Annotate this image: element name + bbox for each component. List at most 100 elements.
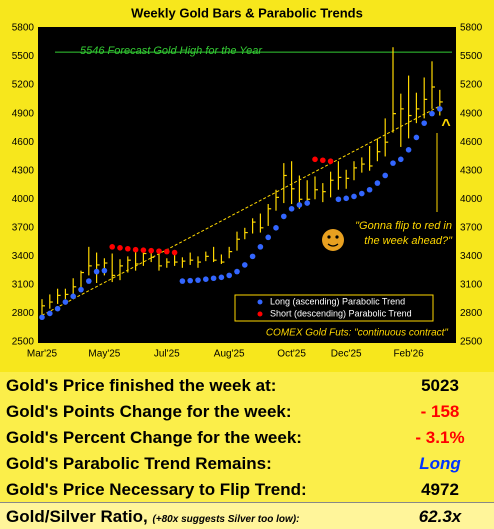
parabolic-dot (312, 156, 318, 163)
y-tick-label-right: 2500 (460, 337, 483, 348)
annotation: "Gonna flip to red in (355, 220, 452, 232)
table-row: Gold's Parabolic Trend Remains: Long (0, 450, 494, 476)
parabolic-dot (320, 157, 326, 164)
caret: ^ (441, 117, 450, 134)
y-tick-label-right: 5800 (460, 23, 483, 34)
forecast-label: 5546 Forecast Gold High for the Year (80, 45, 263, 57)
row-value: 4972 (421, 480, 459, 499)
parabolic-dot (148, 247, 154, 254)
parabolic-dot (210, 275, 217, 282)
table-row: Gold's Price Necessary to Flip Trend: 497… (0, 476, 494, 502)
legend-label: Long (ascending) Parabolic Trend (270, 296, 405, 306)
parabolic-dot (273, 225, 279, 231)
parabolic-dot (203, 276, 209, 283)
parabolic-dot (39, 314, 45, 321)
parabolic-dot (398, 156, 404, 163)
plot-area (38, 27, 456, 343)
y-tick-label-right: 4900 (460, 108, 483, 119)
parabolic-dot (54, 305, 61, 312)
y-tick-label-right: 3400 (460, 251, 483, 262)
row-label: Gold's Price finished the week at: (6, 376, 276, 396)
x-tick-label: Aug'25 (214, 349, 245, 360)
y-tick-label: 2800 (12, 308, 35, 319)
parabolic-dot (187, 277, 193, 284)
y-tick-label-right: 4600 (460, 137, 483, 148)
chart-title: Weekly Gold Bars & Parabolic Trends (131, 5, 363, 20)
row-label-text: Gold's Price finished the week at: (6, 376, 277, 395)
smiley-icon (322, 229, 344, 251)
row-label-text: Gold's Percent Change for the week: (6, 428, 302, 447)
parabolic-dot (171, 249, 178, 256)
parabolic-dot (226, 272, 232, 279)
parabolic-dot (101, 267, 108, 274)
row-value: Long (419, 454, 461, 473)
chart: Weekly Gold Bars & Parabolic Trends ^ 25… (12, 5, 483, 360)
annotation: the week ahead?" (364, 235, 453, 247)
y-tick-label-right: 5500 (460, 51, 483, 62)
x-tick-label: May'25 (88, 349, 120, 360)
y-tick-label: 3100 (12, 280, 35, 291)
parabolic-dot (421, 120, 428, 126)
x-tick-label: Oct'25 (277, 349, 306, 360)
x-tick-label: Jul'25 (154, 349, 180, 360)
y-tick-label-right: 5200 (460, 80, 483, 91)
parabolic-dot (288, 205, 295, 212)
parabolic-dot (249, 253, 256, 260)
parabolic-dot (359, 190, 365, 197)
parabolic-dot (78, 286, 84, 293)
parabolic-dot (242, 262, 248, 268)
y-tick-label: 4300 (12, 165, 35, 176)
row-label-text: Gold's Parabolic Trend Remains: (6, 454, 272, 473)
row-label: Gold's Points Change for the week: (6, 402, 292, 422)
row-label: Gold's Price Necessary to Flip Trend: (6, 480, 307, 500)
parabolic-dot (234, 268, 240, 275)
table-row: Gold's Price finished the week at: 5023 (0, 372, 494, 398)
parabolic-dot (265, 234, 272, 241)
y-tick-label: 3700 (12, 222, 35, 233)
legend-label: Short (descending) Parabolic Trend (270, 308, 412, 318)
legend-marker (257, 299, 263, 305)
row-value: - 158 (420, 402, 460, 421)
y-tick-label-right: 4000 (460, 194, 483, 205)
parabolic-dot (343, 195, 350, 202)
x-tick-label: Feb'26 (393, 349, 424, 360)
parabolic-dot (366, 186, 373, 193)
parabolic-dot (374, 180, 381, 186)
legend-box (234, 294, 434, 322)
y-tick-label: 4000 (12, 194, 35, 205)
row-label: Gold's Percent Change for the week: (6, 428, 302, 448)
parabolic-dot (296, 202, 303, 208)
row-note: (+80x suggests Silver too low): (152, 514, 300, 525)
y-tick-label-right: 4300 (460, 165, 483, 176)
row-value: 62.3x (418, 507, 462, 526)
y-tick-label: 5500 (12, 51, 35, 62)
parabolic-dot (405, 146, 412, 153)
y-tick-label-right: 3100 (460, 280, 483, 291)
stats-table: Gold's Price finished the week at: 5023 Go… (0, 372, 494, 529)
table-row: Gold/Silver Ratio, (+80x suggests Silver… (0, 502, 494, 529)
row-label-text: Gold/Silver Ratio, (6, 507, 148, 526)
y-tick-label: 4900 (12, 108, 35, 119)
parabolic-dot (281, 213, 287, 220)
parabolic-dot (109, 244, 115, 250)
parabolic-dot (390, 160, 396, 166)
row-label-text: Gold's Points Change for the week: (6, 402, 292, 421)
y-tick-label-right: 3700 (460, 222, 483, 233)
table-row: Gold's Percent Change for the week: - 3.1… (0, 424, 494, 450)
parabolic-dot (351, 193, 357, 200)
parabolic-dot (86, 278, 92, 284)
parabolic-dot (429, 110, 435, 117)
parabolic-dot (413, 134, 420, 141)
parabolic-dot (132, 246, 139, 253)
parabolic-dot (62, 299, 69, 305)
parabolic-dot (382, 172, 389, 179)
parabolic-dot (125, 245, 131, 252)
parabolic-dot (93, 268, 100, 275)
y-tick-label-right: 2800 (460, 308, 483, 319)
x-tick-label: Mar'25 (27, 349, 58, 360)
parabolic-dot (164, 248, 170, 255)
parabolic-dot (47, 310, 53, 317)
row-value: 5023 (421, 376, 459, 395)
table-row: Gold's Points Change for the week: - 158 (0, 398, 494, 424)
row-label: Gold/Silver Ratio, (+80x suggests Silver… (6, 507, 299, 527)
